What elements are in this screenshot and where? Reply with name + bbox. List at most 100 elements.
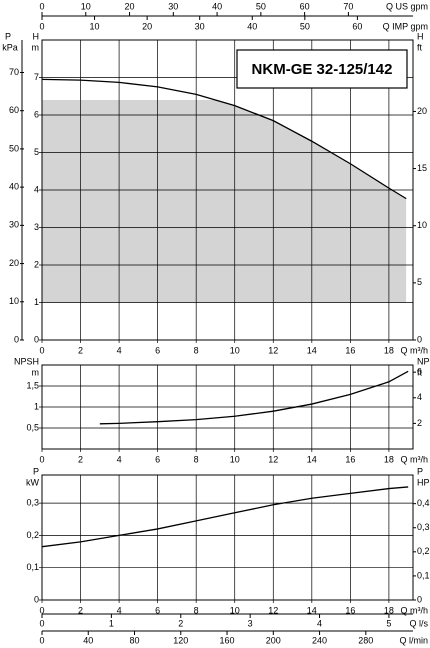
y-tick-label: 3 xyxy=(34,222,39,232)
x-tick-label: 18 xyxy=(384,454,394,464)
x-tick-label: 10 xyxy=(230,605,240,615)
secondary-x-tick-label: 120 xyxy=(173,635,188,645)
y-tick-label: 0,5 xyxy=(26,422,39,432)
secondary-x-tick-label: 80 xyxy=(130,635,140,645)
x-tick-label: 14 xyxy=(307,454,317,464)
secondary-x-tick-label: 40 xyxy=(212,1,222,11)
curve xyxy=(99,370,409,425)
secondary-x-tick-label: 0 xyxy=(39,21,44,31)
y-axis-label: H xyxy=(33,31,40,41)
y-tick-label: 2 xyxy=(34,259,39,269)
x-tick-label: 2 xyxy=(78,345,83,355)
y3-tick-label: 10 xyxy=(9,296,19,306)
secondary-x-tick-label: 50 xyxy=(300,21,310,31)
x-tick-label: 6 xyxy=(155,345,160,355)
y-axis-unit: m xyxy=(32,367,40,377)
x-tick-label: 8 xyxy=(194,605,199,615)
secondary-x-tick-label: 30 xyxy=(195,21,205,31)
x-tick-label: 4 xyxy=(117,605,122,615)
secondary-x-tick-label: 280 xyxy=(358,635,373,645)
x-tick-label: 0 xyxy=(39,345,44,355)
x-tick-label: 0 xyxy=(39,454,44,464)
secondary-x-axis-label: Q l/s xyxy=(409,618,428,628)
plot-frame xyxy=(41,474,414,601)
secondary-x-tick-label: 30 xyxy=(168,1,178,11)
y2-tick-label: 2 xyxy=(417,418,422,428)
y2-tick-label: 0,4 xyxy=(417,498,430,508)
y-tick-label: 4 xyxy=(34,184,39,194)
y-tick-label: 0,1 xyxy=(26,562,39,572)
y-tick-label: 6 xyxy=(34,109,39,119)
y3-tick-label: 60 xyxy=(9,105,19,115)
y3-tick-label: 70 xyxy=(9,67,19,77)
y2-tick-label: 0 xyxy=(417,594,422,604)
y2-tick-label: 0,2 xyxy=(417,546,430,556)
operating-range xyxy=(42,100,407,303)
x-axis-label: Q m³/h xyxy=(400,454,428,464)
y3-axis-label: P xyxy=(5,31,11,41)
y-tick-label: 5 xyxy=(34,147,39,157)
y3-axis-unit: kPa xyxy=(2,42,18,52)
x-tick-label: 12 xyxy=(268,345,278,355)
y-axis-unit: m xyxy=(32,42,40,52)
secondary-x-tick-label: 160 xyxy=(220,635,235,645)
secondary-x-tick-label: 60 xyxy=(300,1,310,11)
x-tick-label: 18 xyxy=(384,605,394,615)
y2-axis-label: P xyxy=(417,466,423,476)
y2-axis-label: NPSH xyxy=(417,356,430,366)
x-tick-label: 16 xyxy=(345,605,355,615)
secondary-x-tick-label: 0 xyxy=(39,1,44,11)
y2-tick-label: 20 xyxy=(417,106,427,116)
secondary-x-tick-label: 20 xyxy=(142,21,152,31)
x-tick-label: 16 xyxy=(345,345,355,355)
y-tick-label: 0 xyxy=(34,594,39,604)
y2-tick-label: 10 xyxy=(417,220,427,230)
x-tick-label: 6 xyxy=(155,454,160,464)
y2-tick-label: 5 xyxy=(417,277,422,287)
y3-tick-label: 40 xyxy=(9,182,19,192)
curve xyxy=(41,78,407,200)
y-axis-label: P xyxy=(33,466,39,476)
secondary-x-tick-label: 200 xyxy=(266,635,281,645)
x-tick-label: 6 xyxy=(155,605,160,615)
secondary-x-tick-label: 50 xyxy=(256,1,266,11)
x-axis-label: Q m³/h xyxy=(400,605,428,615)
y-tick-label: 0,2 xyxy=(26,530,39,540)
y-tick-label: 0 xyxy=(34,334,39,344)
y2-axis-unit: ft xyxy=(417,367,423,377)
y2-axis-unit: ft xyxy=(417,42,423,52)
secondary-x-tick-label: 3 xyxy=(248,618,253,628)
x-tick-label: 16 xyxy=(345,454,355,464)
secondary-x-tick-label: 0 xyxy=(39,635,44,645)
y2-tick-label: 15 xyxy=(417,163,427,173)
secondary-x-tick-label: 1 xyxy=(109,618,114,628)
y2-tick-label: 0 xyxy=(417,334,422,344)
x-tick-label: 14 xyxy=(307,345,317,355)
y-axis-unit: kW xyxy=(26,477,40,487)
x-tick-label: 12 xyxy=(268,454,278,464)
y-tick-label: 1,5 xyxy=(26,380,39,390)
secondary-x-tick-label: 10 xyxy=(81,1,91,11)
x-tick-label: 12 xyxy=(268,605,278,615)
y3-tick-label: 0 xyxy=(14,334,19,344)
x-tick-label: 8 xyxy=(194,345,199,355)
y-tick-label: 1 xyxy=(34,401,39,411)
secondary-x-tick-label: 5 xyxy=(386,618,391,628)
y2-tick-label: 0,3 xyxy=(417,522,430,532)
x-tick-label: 18 xyxy=(384,345,394,355)
x-tick-label: 2 xyxy=(78,605,83,615)
x-tick-label: 0 xyxy=(39,605,44,615)
secondary-x-tick-label: 60 xyxy=(352,21,362,31)
secondary-x-axis-label: Q IMP gpm xyxy=(383,21,428,31)
x-tick-label: 10 xyxy=(230,345,240,355)
secondary-x-tick-label: 2 xyxy=(178,618,183,628)
x-axis-label: Q m³/h xyxy=(400,345,428,355)
y2-tick-label: 6 xyxy=(417,367,422,377)
x-tick-label: 10 xyxy=(230,454,240,464)
y3-tick-label: 50 xyxy=(9,143,19,153)
x-tick-label: 4 xyxy=(117,454,122,464)
secondary-x-tick-label: 10 xyxy=(90,21,100,31)
y-tick-label: 1 xyxy=(34,297,39,307)
secondary-x-axis-label: Q US gpm xyxy=(386,1,428,11)
y-axis-label: NPSH xyxy=(14,356,39,366)
